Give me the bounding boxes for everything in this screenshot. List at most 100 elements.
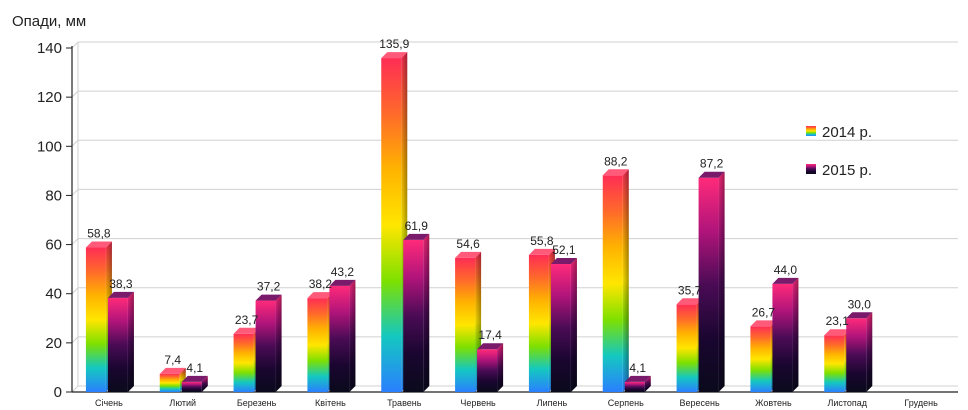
bar-2015	[846, 312, 873, 392]
bar-side-shade	[275, 294, 282, 392]
bar-top	[233, 327, 260, 334]
bar-front	[624, 381, 645, 392]
bar-top	[255, 294, 282, 301]
bar-side-shade	[497, 343, 504, 392]
bar-front	[698, 177, 719, 392]
bar-top	[824, 329, 851, 336]
bar-top	[159, 367, 186, 374]
data-label: 26,7	[752, 305, 776, 319]
category-label: Квітень	[315, 398, 346, 408]
category-label: Лютий	[169, 398, 196, 408]
bar-side-shade	[349, 279, 356, 392]
y-tick-label: 40	[45, 286, 62, 303]
category-label: Серпень	[608, 398, 644, 408]
bar-top	[477, 343, 504, 350]
category-labels: Січень Лютий Березень Квітень Травень Червень…	[95, 398, 938, 408]
y-tick-label: 100	[37, 138, 62, 155]
data-label: 61,9	[405, 219, 429, 233]
gridline-depth	[71, 90, 79, 98]
bar-front	[455, 257, 476, 392]
bar-top	[107, 291, 134, 298]
legend: 2014 р. 2015 р.	[806, 124, 872, 179]
bar-front	[107, 297, 128, 392]
y-tick-label: 80	[45, 187, 62, 204]
data-label: 38,2	[309, 277, 333, 291]
bar-front	[255, 300, 276, 392]
data-label: 17,4	[478, 328, 502, 342]
bar-front	[528, 254, 549, 392]
category-label: Червень	[460, 398, 496, 408]
category-label: Травень	[387, 398, 422, 408]
bar-2014	[85, 241, 112, 392]
bar-top	[181, 375, 208, 382]
bar-front	[550, 263, 571, 392]
legend-swatch-2014	[806, 126, 816, 136]
y-tick-labels: 0 20 40 60 80 100 120 140	[37, 40, 62, 401]
data-label: 44,0	[774, 263, 798, 277]
bar-front	[846, 318, 867, 392]
gridline-depth	[71, 139, 79, 147]
y-tick-label: 120	[37, 89, 62, 106]
bar-top	[772, 277, 799, 284]
bar-top	[698, 171, 725, 178]
gridline-depth	[71, 41, 79, 49]
bar-top	[528, 248, 555, 255]
bar-top	[550, 257, 577, 264]
gridline-depth	[71, 385, 79, 393]
data-label: 38,3	[109, 277, 133, 291]
bar-top	[381, 52, 408, 59]
data-label: 7,4	[164, 353, 181, 367]
legend-swatch-2015	[806, 164, 816, 174]
bar-2015	[624, 375, 651, 392]
category-label: Вересень	[679, 398, 719, 408]
bars	[85, 52, 873, 393]
legend-label-2014: 2014 р.	[822, 124, 872, 141]
bar-2014	[602, 169, 629, 392]
y-axis-title: Опади, мм	[12, 13, 86, 30]
bar-top	[602, 169, 629, 176]
data-label: 52,1	[552, 243, 576, 257]
bar-2015	[550, 257, 577, 392]
grid-layer	[66, 41, 958, 393]
bar-side-shade	[570, 257, 577, 392]
bar-front	[750, 326, 771, 392]
y-tick-label: 140	[37, 40, 62, 57]
legend-label-2015: 2015 р.	[822, 162, 872, 179]
bar-2015	[181, 375, 208, 392]
data-label: 30,0	[848, 297, 872, 311]
bar-side-shade	[423, 233, 430, 392]
data-label: 43,2	[331, 265, 355, 279]
category-label: Березень	[237, 398, 277, 408]
data-labels: 58,8 38,3 7,4 4,1 23,7 37,2 38,243,2 135,9 61,9 5…	[87, 37, 871, 375]
bar-front	[381, 58, 402, 393]
bar-2015	[403, 233, 430, 392]
data-label: 37,2	[257, 280, 281, 294]
bar-top	[403, 233, 430, 240]
bar-front	[233, 333, 254, 392]
bar-front	[824, 335, 845, 392]
data-label: 88,2	[604, 154, 628, 168]
bar-top	[676, 298, 703, 305]
bar-2015	[477, 343, 504, 392]
bar-side-shade	[644, 375, 651, 392]
data-label: 55,8	[530, 234, 554, 248]
category-label: Січень	[95, 398, 123, 408]
data-label: 4,1	[186, 361, 203, 375]
bar-top	[846, 312, 873, 319]
bar-front	[329, 285, 350, 392]
data-label: 4,1	[629, 361, 646, 375]
bar-front	[85, 247, 106, 392]
bar-side-shade	[201, 375, 208, 392]
bar-side-shade	[792, 277, 799, 392]
data-label: 54,6	[456, 237, 480, 251]
y-tick-label: 60	[45, 237, 62, 254]
bar-top	[624, 375, 651, 382]
bar-top	[455, 251, 482, 258]
bar-2015	[107, 291, 134, 392]
bar-2015	[329, 279, 356, 392]
gridline-depth	[71, 238, 79, 245]
data-label: 58,8	[87, 227, 111, 241]
category-label: Грудень	[904, 398, 938, 408]
bar-side-shade	[718, 171, 725, 392]
bar-top	[307, 292, 334, 299]
